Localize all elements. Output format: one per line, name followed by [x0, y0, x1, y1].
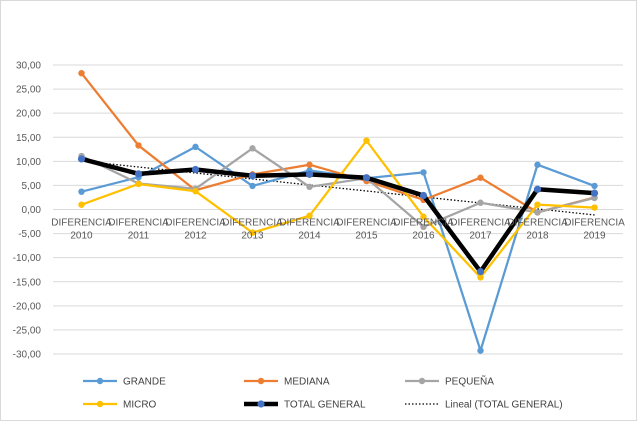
- data-point: [306, 183, 313, 191]
- x-tick-label: DIFERENCIA: [450, 218, 511, 229]
- x-tick-label: 2019: [583, 231, 606, 242]
- legend-marker: [96, 400, 104, 408]
- data-point: [78, 188, 85, 195]
- x-tick-label: 2014: [298, 231, 321, 242]
- x-tick-label: 2018: [526, 231, 549, 242]
- data-point: [77, 155, 86, 163]
- data-point: [363, 137, 370, 144]
- data-point: [420, 223, 427, 231]
- x-tick-label: 2011: [128, 231, 150, 242]
- x-tick-label: DIFERENCIA: [564, 218, 625, 229]
- data-point: [590, 189, 599, 197]
- legend: GRANDE MEDIANA PEQUEÑA MICRO TOTAL GENERAL Li…: [83, 375, 563, 411]
- series-layer: [77, 69, 599, 354]
- legend-marker: [418, 377, 426, 385]
- legend-item: Lineal (TOTAL GENERAL): [405, 400, 563, 411]
- legend-marker: [257, 400, 265, 408]
- y-tick-label: 15,00: [16, 133, 41, 144]
- x-axis-ticks: DIFERENCIA 2010 DIFERENCIA 2011 DIFERENCIA 20…: [51, 218, 625, 242]
- x-tick-label: 2015: [355, 231, 378, 242]
- legend-label: MICRO: [123, 400, 157, 411]
- y-tick-label: -20,00: [13, 301, 42, 312]
- legend-label: PEQUEÑA: [445, 375, 494, 388]
- legend-label: Lineal (TOTAL GENERAL): [445, 400, 563, 411]
- data-point: [78, 201, 85, 208]
- legend-item: MEDIANA: [244, 377, 330, 388]
- data-point: [477, 274, 484, 281]
- data-point: [477, 347, 484, 354]
- data-point: [306, 161, 313, 168]
- trendline-layer: [81, 160, 595, 216]
- trendline: [81, 160, 595, 216]
- legend-label: GRANDE: [123, 377, 166, 388]
- y-tick-label: 30,00: [16, 61, 41, 72]
- series-line: [80, 72, 595, 214]
- data-point: [534, 209, 541, 216]
- x-tick-label: DIFERENCIA: [51, 218, 112, 229]
- x-tick-label: 2017: [469, 231, 492, 242]
- y-axis-ticks: 30,00 25,00 20,00 15,00 10,00 5,00 0,00 -5,00 -1…: [13, 61, 42, 361]
- y-tick-label: -10,00: [13, 253, 42, 264]
- data-point: [420, 213, 427, 220]
- data-point: [534, 201, 541, 208]
- y-tick-label: -25,00: [13, 325, 42, 336]
- data-point: [191, 165, 200, 174]
- data-point: [249, 182, 256, 190]
- data-point: [591, 182, 598, 190]
- data-point: [476, 268, 485, 276]
- x-tick-label: DIFERENCIA: [393, 218, 454, 229]
- data-point: [477, 199, 484, 206]
- y-tick-label: -30,00: [13, 350, 42, 361]
- x-tick-label: 2013: [241, 231, 264, 242]
- y-tick-label: 20,00: [16, 109, 41, 120]
- data-point: [192, 187, 199, 195]
- data-point: [534, 161, 541, 168]
- x-tick-label: DIFERENCIA: [108, 218, 169, 229]
- legend-label: MEDIANA: [284, 377, 330, 388]
- x-tick-label: 2016: [412, 231, 435, 242]
- data-point: [135, 180, 142, 188]
- data-point: [477, 174, 484, 181]
- legend-marker: [96, 377, 104, 385]
- data-point: [134, 170, 143, 178]
- series-line: [80, 156, 595, 274]
- series-total-general: [77, 155, 599, 276]
- x-tick-label: DIFERENCIA: [279, 218, 340, 229]
- data-point: [419, 191, 428, 200]
- y-tick-label: 5,00: [22, 181, 42, 192]
- legend-marker: [257, 377, 265, 385]
- y-tick-label: -5,00: [18, 229, 41, 240]
- y-tick-label: 0,00: [22, 205, 42, 216]
- legend-item: PEQUEÑA: [405, 375, 494, 388]
- data-point: [192, 143, 199, 151]
- y-tick-label: 25,00: [16, 85, 41, 96]
- data-point: [591, 204, 598, 211]
- legend-item: TOTAL GENERAL: [244, 400, 366, 411]
- data-point: [533, 185, 542, 193]
- data-point: [420, 169, 427, 176]
- y-tick-label: -15,00: [13, 277, 42, 288]
- x-tick-label: 2012: [184, 231, 207, 242]
- y-tick-label: 10,00: [16, 157, 41, 168]
- x-tick-label: DIFERENCIA: [165, 218, 226, 229]
- data-point: [305, 170, 314, 178]
- x-tick-label: DIFERENCIA: [507, 218, 568, 229]
- series-line: [81, 147, 595, 228]
- legend-item: MICRO: [83, 400, 157, 411]
- data-point: [135, 142, 142, 149]
- data-point: [249, 229, 256, 236]
- series-mediana: [78, 69, 598, 216]
- data-point: [78, 69, 85, 77]
- x-tick-label: 2010: [70, 231, 93, 242]
- data-point: [362, 174, 371, 182]
- data-point: [248, 172, 257, 180]
- legend-item: GRANDE: [83, 377, 166, 388]
- x-tick-label: DIFERENCIA: [222, 218, 283, 229]
- x-tick-label: DIFERENCIA: [336, 218, 397, 229]
- data-point: [306, 212, 313, 219]
- legend-label: TOTAL GENERAL: [284, 400, 366, 411]
- data-point: [249, 145, 256, 152]
